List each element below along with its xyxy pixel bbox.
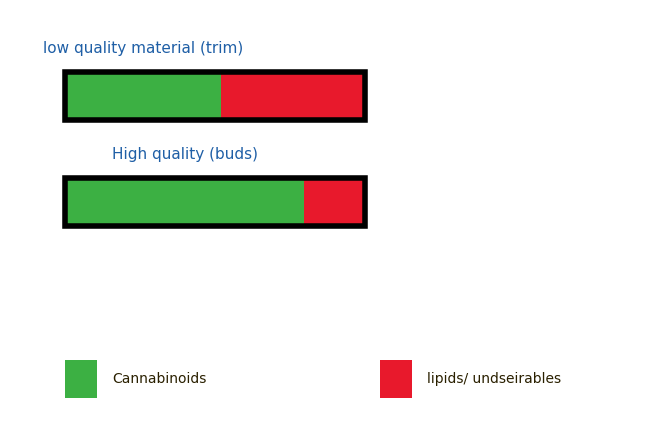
Text: High quality (buds): High quality (buds) — [112, 147, 258, 162]
Bar — [380, 360, 412, 398]
Bar — [65, 178, 303, 226]
Bar — [65, 72, 365, 120]
Bar — [65, 178, 365, 226]
Text: Cannabinoids: Cannabinoids — [112, 372, 206, 386]
Text: lipids/ undseirables: lipids/ undseirables — [427, 372, 561, 386]
Bar — [221, 72, 365, 120]
Bar — [65, 360, 97, 398]
Bar — [65, 72, 221, 120]
Text: low quality material (trim): low quality material (trim) — [43, 41, 243, 56]
Bar — [303, 178, 365, 226]
